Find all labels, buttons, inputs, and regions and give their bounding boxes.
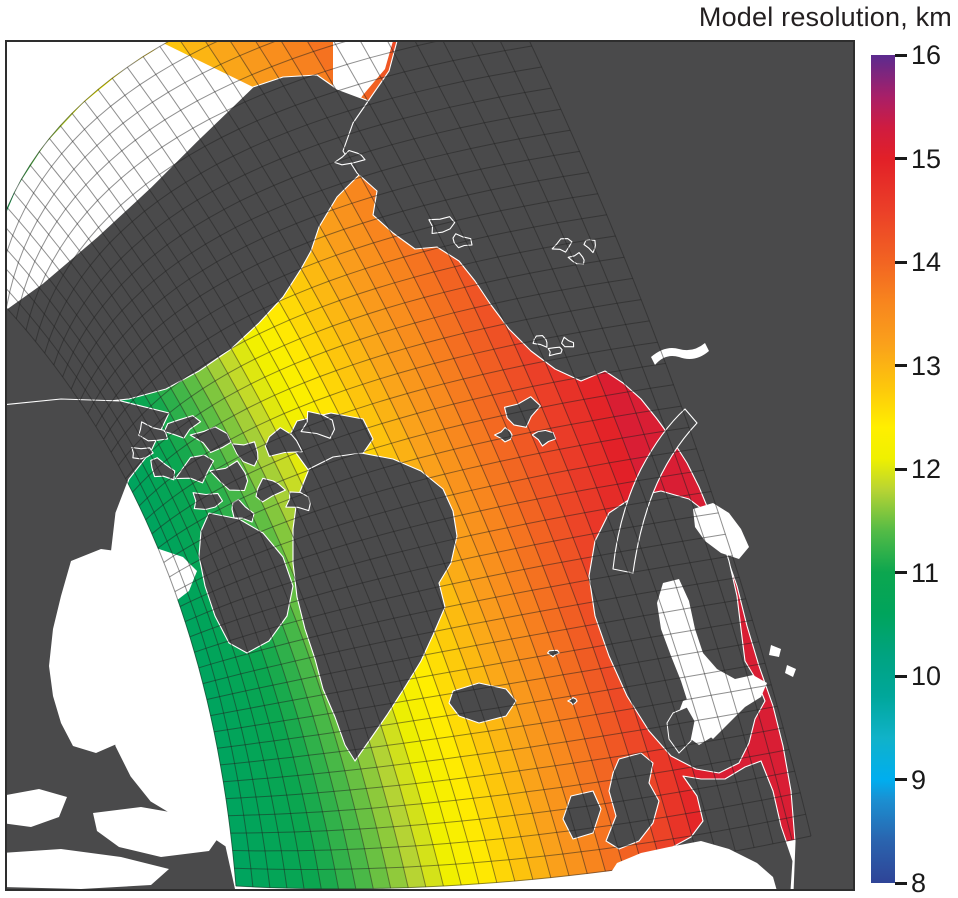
colorbar-tick-label: 16 bbox=[911, 40, 958, 70]
colorbar-tick-mark bbox=[895, 882, 907, 885]
colorbar-tick-label: 9 bbox=[911, 765, 958, 795]
colorbar-tick-mark bbox=[895, 571, 907, 574]
colorbar-tick-mark bbox=[895, 364, 907, 367]
resolution-cell bbox=[251, 869, 270, 888]
resolution-cell bbox=[234, 868, 252, 887]
colorbar-tick-mark bbox=[895, 261, 907, 264]
resolution-cell bbox=[233, 851, 251, 869]
colorbar-gradient bbox=[871, 55, 895, 883]
colorbar-tick-mark bbox=[895, 778, 907, 781]
colorbar-tick-label: 8 bbox=[911, 868, 958, 898]
colorbar-tick-label: 10 bbox=[911, 661, 958, 691]
colorbar-tick-label: 15 bbox=[911, 144, 958, 174]
colorbar-tick-label: 12 bbox=[911, 454, 958, 484]
colorbar-tick-label: 14 bbox=[911, 247, 958, 277]
resolution-cell bbox=[268, 869, 287, 888]
resolution-cell bbox=[249, 851, 268, 869]
resolution-cell bbox=[231, 833, 249, 851]
colorbar-tick-mark bbox=[895, 675, 907, 678]
colorbar-tick-mark bbox=[895, 157, 907, 160]
colorbar-tick-label: 13 bbox=[911, 351, 958, 381]
arctic-resolution-map bbox=[5, 40, 855, 891]
colorbar-tick-mark bbox=[895, 468, 907, 471]
figure-title: Model resolution, km bbox=[0, 2, 952, 33]
map-canvas bbox=[7, 42, 853, 889]
colorbar-tick-label: 11 bbox=[911, 558, 958, 588]
colorbar-tick-mark bbox=[895, 54, 907, 57]
